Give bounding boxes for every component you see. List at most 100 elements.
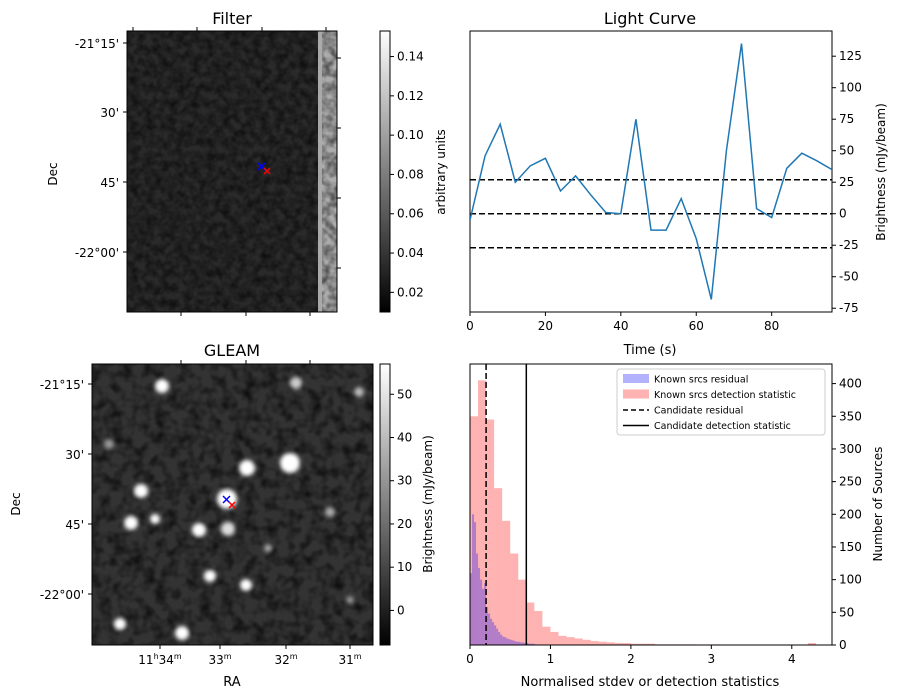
histogram-bar [522, 642, 525, 645]
histogram-bar [518, 579, 527, 645]
x-tick-label: 3 [708, 652, 716, 666]
histogram-bar [520, 642, 523, 645]
x-tick-label: 60 [689, 319, 704, 333]
histogram-bar [630, 643, 639, 645]
y-tick-label: 100 [839, 573, 862, 587]
colorbar-tick-label: 10 [397, 560, 412, 574]
filter-colorbar-ticks: 0.14 0.12 0.10 0.08 0.06 0.04 0.02 [390, 50, 424, 299]
histogram-bar [530, 643, 533, 645]
colorbar-tick-label: 0.12 [397, 89, 424, 103]
gleam-ylabel: Dec [9, 492, 23, 515]
histogram-bar [606, 642, 615, 645]
histogram-bar [526, 643, 529, 645]
light-curve-xlabel: Time (s) [623, 343, 677, 358]
light-curve-title: Light Curve [604, 9, 696, 28]
gleam-ticks: -21°15' 30' 45' -22°00' 11h34m 33m 32m 3… [9, 360, 362, 690]
gleam-xlabel: RA [223, 675, 241, 690]
colorbar-tick-label: 50 [397, 387, 412, 401]
histogram-bar [514, 641, 517, 645]
colorbar-tick-label: 0.10 [397, 128, 424, 142]
colorbar-tick-label: 0.04 [397, 246, 424, 260]
histogram-bar [482, 588, 485, 645]
light-curve-panel: Light Curve 0 20 40 60 80 -75 -50 -25 0 25 50 75 100… [466, 9, 888, 358]
histogram-bar [500, 634, 503, 645]
legend-label: Known srcs residual [654, 375, 748, 386]
dec-tick-label: 45' [65, 518, 84, 532]
histogram-bar [638, 643, 647, 645]
histogram-bar [474, 522, 477, 645]
y-tick-label: 250 [839, 475, 862, 489]
colorbar-tick-label: 0.08 [397, 167, 424, 181]
ra-tick-label: 31m [338, 652, 361, 667]
y-tick-label: -75 [839, 301, 859, 315]
y-tick-label: 300 [839, 442, 862, 456]
gleam-frame [91, 363, 374, 646]
histogram-bar [550, 631, 559, 645]
histogram-bar [622, 643, 631, 645]
gleam-colorbar: Brightness (mJy/beam) [379, 363, 435, 646]
histogram-bar [542, 626, 551, 645]
light-curve-frame [469, 30, 833, 313]
histogram-bar [504, 637, 507, 645]
light-curve-plot [470, 43, 832, 300]
light-curve-line [470, 43, 832, 300]
histogram-legend: Known srcs residual Known srcs detection … [616, 368, 826, 436]
histogram-bar [478, 380, 487, 645]
x-tick-label: 4 [788, 652, 796, 666]
x-tick-label: 2 [627, 652, 635, 666]
histogram-bar [646, 643, 656, 645]
histogram-bar [512, 640, 515, 645]
histogram-bar [470, 416, 479, 645]
gleam-colorbar-ticks: 50 40 30 20 10 0 [390, 387, 412, 617]
histogram-bar [470, 573, 473, 645]
y-tick-label: 200 [839, 507, 862, 521]
histogram-bar [480, 579, 483, 645]
histogram-bar [526, 602, 535, 645]
ra-tick-label: 33m [208, 652, 231, 667]
histogram-bar [528, 643, 531, 645]
red-x-marker [228, 501, 236, 509]
histogram-bar [574, 638, 583, 645]
dec-tick-label: 30' [100, 106, 119, 120]
legend-swatch [623, 374, 649, 383]
y-tick-label: 25 [839, 175, 854, 189]
histogram-ylabel: Number of Sources [871, 447, 885, 562]
y-tick-label: 0 [839, 207, 847, 221]
colorbar-tick-label: 40 [397, 430, 412, 444]
y-tick-label: 50 [839, 144, 854, 158]
histogram-bar [566, 637, 575, 645]
colorbar-tick-label: 0 [397, 603, 405, 617]
x-tick-label: 20 [538, 319, 553, 333]
filter-frame [126, 30, 338, 313]
y-tick-label: 150 [839, 540, 862, 554]
x-tick-label: 80 [764, 319, 779, 333]
histogram-bar [484, 582, 487, 645]
filter-title: Filter [212, 9, 252, 28]
histogram-bar [524, 643, 527, 645]
gleam-title: GLEAM [204, 341, 260, 360]
histogram-bar [510, 553, 519, 645]
gleam-markers [222, 495, 236, 509]
colorbar-tick-label: 30 [397, 474, 412, 488]
gleam-colorbar-label: Brightness (mJy/beam) [421, 435, 435, 573]
filter-markers [257, 162, 271, 175]
histogram-bar [496, 628, 499, 645]
histogram-bar [486, 419, 495, 645]
legend-swatch [623, 389, 649, 399]
histogram-bar [494, 625, 497, 645]
histogram-bar [508, 639, 511, 645]
dec-tick-label: -22°00' [40, 588, 84, 602]
histogram-bar [490, 618, 493, 645]
red-x-marker [263, 167, 271, 175]
histogram-bar [502, 636, 505, 645]
legend-label: Candidate detection statistic [654, 421, 791, 432]
colorbar-tick-label: 0.14 [397, 50, 424, 64]
filter-image [127, 31, 337, 312]
y-tick-label: 125 [839, 49, 862, 63]
filter-y-ticks: -21°15' 30' 45' -22°00' Dec [46, 27, 341, 316]
blue-x-marker [222, 495, 231, 504]
legend-label: Known srcs detection statistic [654, 390, 796, 401]
dec-tick-label: 30' [65, 448, 84, 462]
histogram-bar [516, 641, 519, 645]
